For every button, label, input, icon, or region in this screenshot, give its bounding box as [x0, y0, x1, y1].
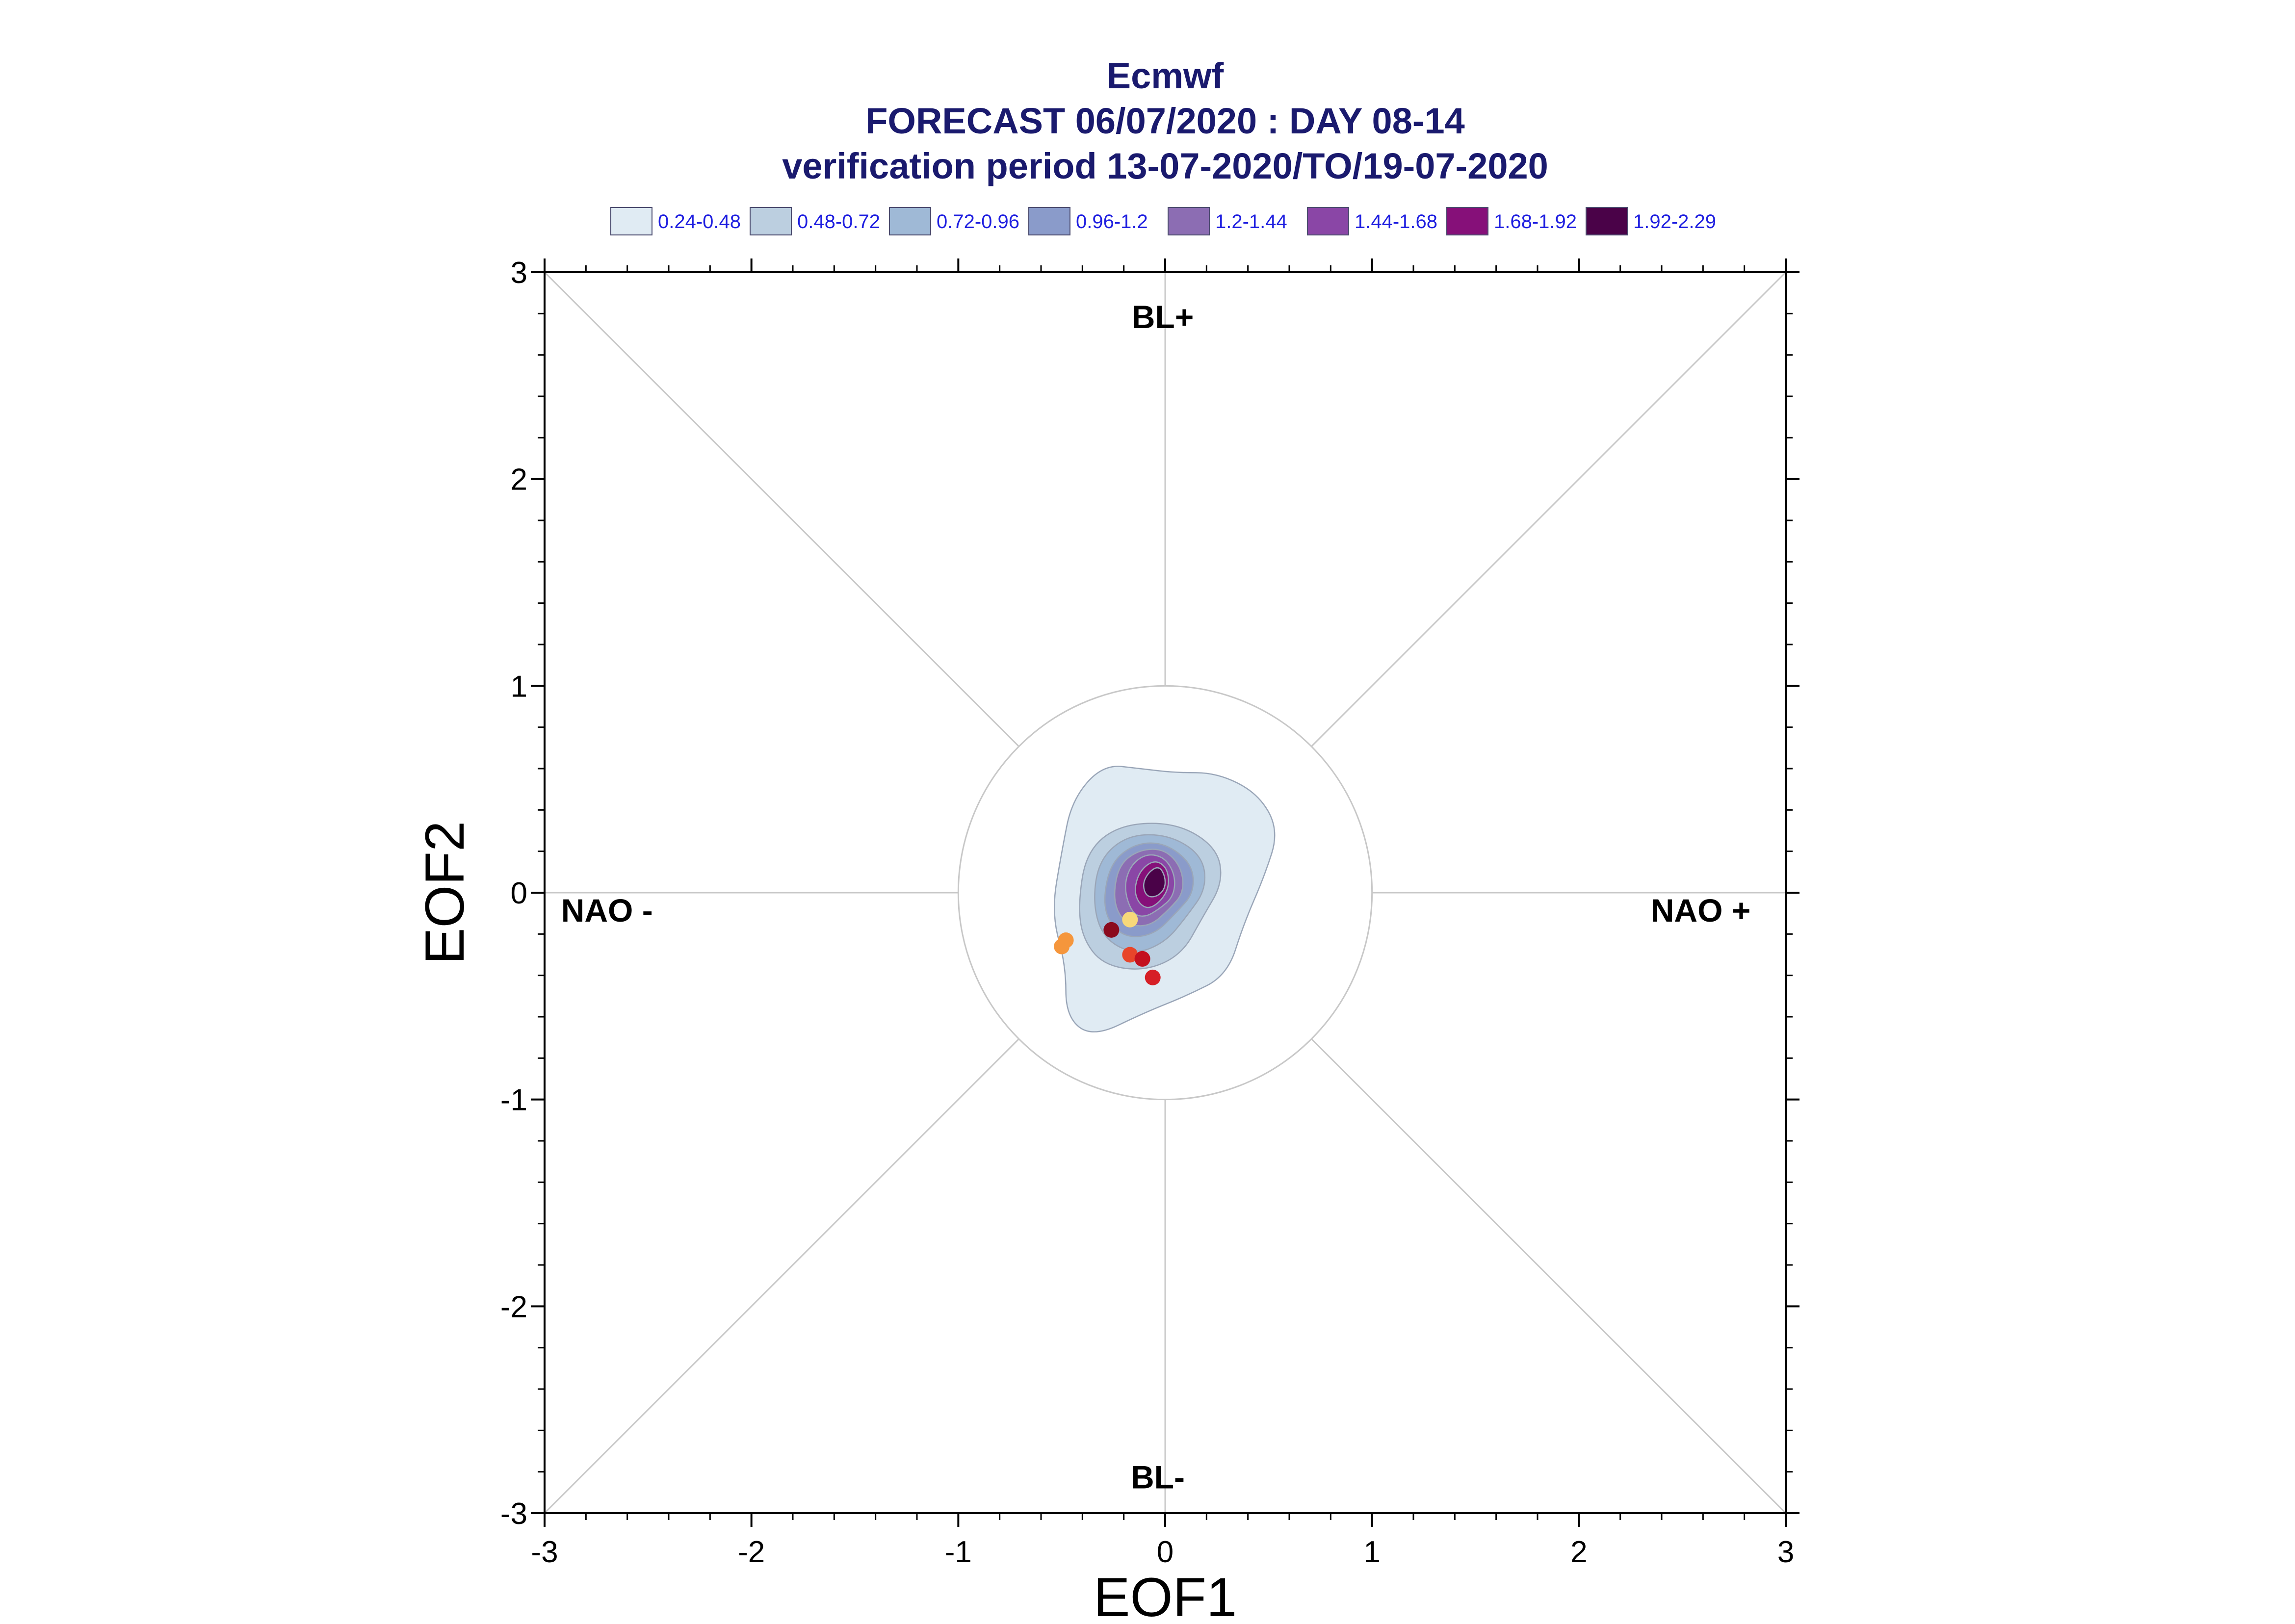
x-tick-label: -1 — [945, 1535, 972, 1569]
legend-swatch-1 — [750, 207, 792, 235]
y-tick-label: 0 — [511, 876, 527, 910]
legend-label-0: 0.24-0.48 — [658, 211, 741, 232]
y-axis-title-group: EOF2 — [414, 821, 475, 965]
data-point-2 — [1122, 911, 1138, 928]
legend-label-2: 0.72-0.96 — [937, 211, 1019, 232]
y-tick-label: -1 — [500, 1083, 527, 1117]
x-tick-label: -3 — [531, 1535, 558, 1569]
y-tick-label: -2 — [500, 1290, 527, 1324]
density-contour-7 — [1143, 867, 1166, 898]
title-line-3: verification period 13-07-2020/TO/19-07-… — [782, 146, 1548, 186]
data-point-3 — [1103, 922, 1120, 938]
legend-swatch-6 — [1446, 207, 1488, 235]
regime-label-nao-plus: NAO + — [1651, 892, 1751, 928]
x-tick-label: -2 — [738, 1535, 765, 1569]
legend-label-3: 0.96-1.2 — [1076, 211, 1148, 232]
legend-label-1: 0.48-0.72 — [797, 211, 880, 232]
chart-title: Ecmwf FORECAST 06/07/2020 : DAY 08-14 ve… — [782, 55, 1548, 186]
regime-label-nao-minus: NAO - — [561, 892, 653, 928]
y-tick-label: -3 — [500, 1497, 527, 1531]
regime-label-bl-minus: BL- — [1131, 1459, 1185, 1495]
plot-area: -3 -2 -1 0 1 2 3 -3 -2 -1 0 1 2 3 BL+ BL- NAO - NAO + — [500, 256, 1799, 1569]
y-tick-label: 1 — [511, 670, 527, 703]
y-tick-label: 3 — [511, 256, 527, 290]
y-axis-title: EOF2 — [414, 821, 475, 965]
x-tick-label: 3 — [1777, 1535, 1794, 1569]
data-point-1 — [1054, 938, 1070, 954]
legend-label-6: 1.68-1.92 — [1494, 211, 1577, 232]
title-line-2: FORECAST 06/07/2020 : DAY 08-14 — [865, 101, 1465, 141]
regime-label-bl-plus: BL+ — [1132, 299, 1194, 335]
legend-swatch-4 — [1168, 207, 1210, 235]
data-point-4 — [1122, 947, 1138, 963]
legend-label-4: 1.2-1.44 — [1215, 211, 1287, 232]
x-axis-title-group: EOF1 — [1094, 1567, 1237, 1624]
legend-swatch-5 — [1307, 207, 1349, 235]
legend-swatch-0 — [610, 207, 652, 235]
x-tick-label: 1 — [1363, 1535, 1380, 1569]
x-tick-label: 2 — [1570, 1535, 1587, 1569]
title-line-1: Ecmwf — [1107, 55, 1224, 96]
data-point-5 — [1134, 951, 1150, 967]
legend-label-7: 1.92-2.29 — [1633, 211, 1716, 232]
legend-swatch-7 — [1586, 207, 1628, 235]
density-legend: 0.24-0.48 0.48-0.72 0.72-0.96 0.96-1.2 1.2-1… — [610, 207, 1716, 235]
legend-label-5: 1.44-1.68 — [1355, 211, 1437, 232]
legend-swatch-2 — [889, 207, 931, 235]
legend-swatch-3 — [1028, 207, 1070, 235]
y-tick-label: 2 — [511, 463, 527, 497]
data-point-6 — [1145, 969, 1161, 985]
x-axis-title: EOF1 — [1094, 1567, 1237, 1624]
x-tick-label: 0 — [1157, 1535, 1174, 1569]
